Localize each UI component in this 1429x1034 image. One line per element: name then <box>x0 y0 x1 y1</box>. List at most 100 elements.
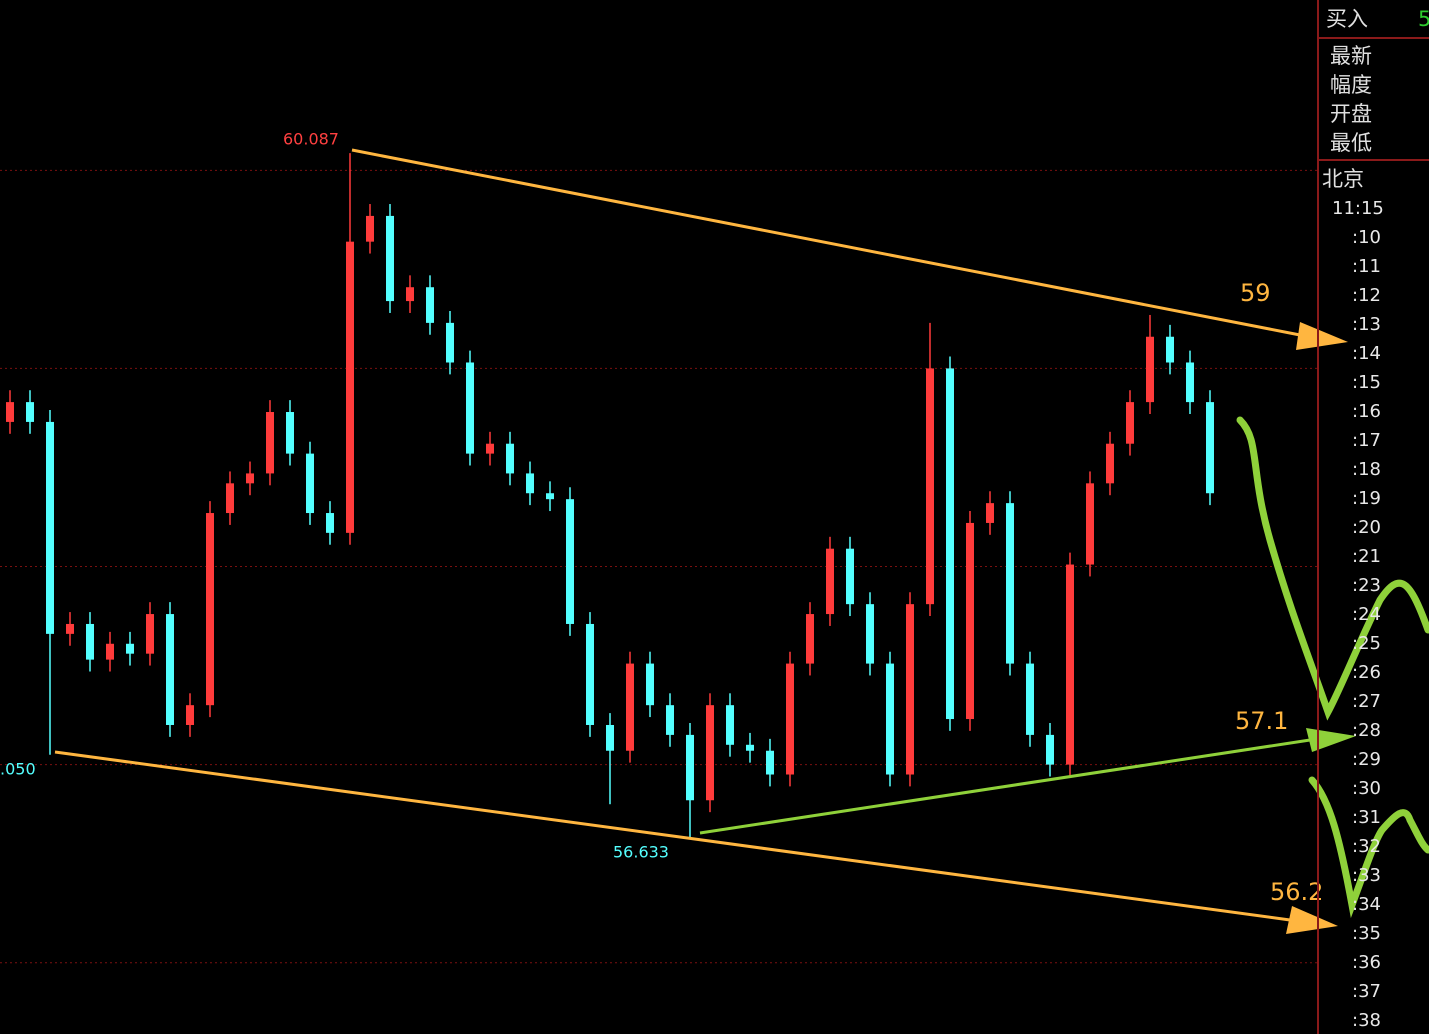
candle-body <box>226 483 234 514</box>
price-label: .050 <box>0 760 36 779</box>
time-tick: :35 <box>1352 923 1381 944</box>
candles <box>6 153 1214 838</box>
time-tick: :32 <box>1352 836 1381 857</box>
time-tick: :10 <box>1352 227 1381 248</box>
candle-body <box>406 287 414 302</box>
candle-body <box>1106 443 1114 484</box>
annotation: 57.1 <box>1235 707 1288 735</box>
candle-body <box>286 412 294 454</box>
candle-body <box>806 614 814 664</box>
candle-body <box>926 368 934 605</box>
time-tick: :24 <box>1352 604 1381 625</box>
time-tick: :33 <box>1352 865 1381 886</box>
candle-body <box>326 513 334 533</box>
candle-body <box>166 614 174 725</box>
panel-label: 买入 <box>1326 7 1368 31</box>
candle-body <box>566 499 574 624</box>
candle-body <box>1186 362 1194 403</box>
candle-body <box>486 443 494 454</box>
side-panel: 5 北京 11:15 买入最新幅度开盘最低:10:11:12:13:14:15:… <box>1317 0 1429 1034</box>
panel-label: 幅度 <box>1330 73 1372 97</box>
arrow-head <box>1306 728 1356 752</box>
time-tick: :15 <box>1352 372 1381 393</box>
candle-body <box>66 623 74 634</box>
time-tick: :34 <box>1352 894 1381 915</box>
hand-drawn-path <box>1308 776 1429 919</box>
candle-body <box>546 493 554 500</box>
candle-body <box>706 705 714 801</box>
candle-body <box>466 362 474 454</box>
candle-body <box>186 705 194 725</box>
candle-body <box>106 643 114 660</box>
time-tick: :25 <box>1352 633 1381 654</box>
time-tick: :30 <box>1352 778 1381 799</box>
candle-body <box>726 705 734 745</box>
panel-label: 开盘 <box>1330 102 1372 126</box>
candle-body <box>1206 402 1214 494</box>
candle-body <box>846 548 854 605</box>
candle-body <box>906 604 914 775</box>
candle-body <box>426 287 434 323</box>
candle-body <box>646 663 654 706</box>
time-tick: :29 <box>1352 749 1381 770</box>
time-tick: :11 <box>1352 256 1381 277</box>
price-label: 56.633 <box>613 843 669 862</box>
candle-body <box>6 402 14 422</box>
time-tick: :27 <box>1352 691 1381 712</box>
time-tick: :31 <box>1352 807 1381 828</box>
time-tick: :38 <box>1352 1010 1381 1031</box>
trend-line <box>699 738 1311 835</box>
candle-body <box>1046 734 1054 765</box>
candle-body <box>446 322 454 363</box>
city: 北京 <box>1322 167 1364 191</box>
candle-body <box>506 443 514 474</box>
arrow-head <box>1296 322 1348 350</box>
candle-body <box>966 522 974 720</box>
candle-body <box>626 663 634 751</box>
candle-body <box>666 705 674 735</box>
candle-body <box>1126 402 1134 444</box>
time-tick: :36 <box>1352 952 1381 973</box>
candle-body <box>1086 483 1094 565</box>
time-tick: :28 <box>1352 720 1381 741</box>
time-tick: :20 <box>1352 517 1381 538</box>
drawings: 59 57.1 56.2 60.087 56.633 .050 <box>0 130 1429 934</box>
candle-body <box>786 663 794 775</box>
candle-body <box>686 734 694 801</box>
candle-body <box>366 215 374 242</box>
trend-line <box>54 750 1291 922</box>
annotation: 56.2 <box>1270 878 1323 906</box>
candle-body <box>1006 503 1014 664</box>
time-tick: :14 <box>1352 343 1381 364</box>
candle-body <box>46 421 54 634</box>
candle-body <box>146 614 154 654</box>
arrow-head <box>1286 906 1338 934</box>
time-tick: :37 <box>1352 981 1381 1002</box>
candle-body <box>86 623 94 660</box>
candle-body <box>986 503 994 523</box>
time-tick: :12 <box>1352 285 1381 306</box>
candle-body <box>606 724 614 751</box>
time-tick: :17 <box>1352 430 1381 451</box>
candle-body <box>266 412 274 474</box>
time-tick: :26 <box>1352 662 1381 683</box>
candle-body <box>1066 564 1074 765</box>
time-tick: :13 <box>1352 314 1381 335</box>
trend-line <box>351 148 1301 337</box>
candle-body <box>386 215 394 302</box>
candle-body <box>306 453 314 514</box>
hand-drawn-path <box>1236 416 1429 721</box>
time-tick: :21 <box>1352 546 1381 567</box>
candle-body <box>246 473 254 484</box>
time-tick: :19 <box>1352 488 1381 509</box>
buy-value: 5 <box>1418 7 1429 31</box>
candle-body <box>946 368 954 720</box>
candle-body <box>766 750 774 775</box>
annotation: 59 <box>1240 279 1271 307</box>
candle-body <box>206 513 214 706</box>
candle-body <box>1166 336 1174 363</box>
panel-label: 最新 <box>1330 44 1372 68</box>
candle-body <box>1026 663 1034 735</box>
candle-body <box>26 402 34 422</box>
